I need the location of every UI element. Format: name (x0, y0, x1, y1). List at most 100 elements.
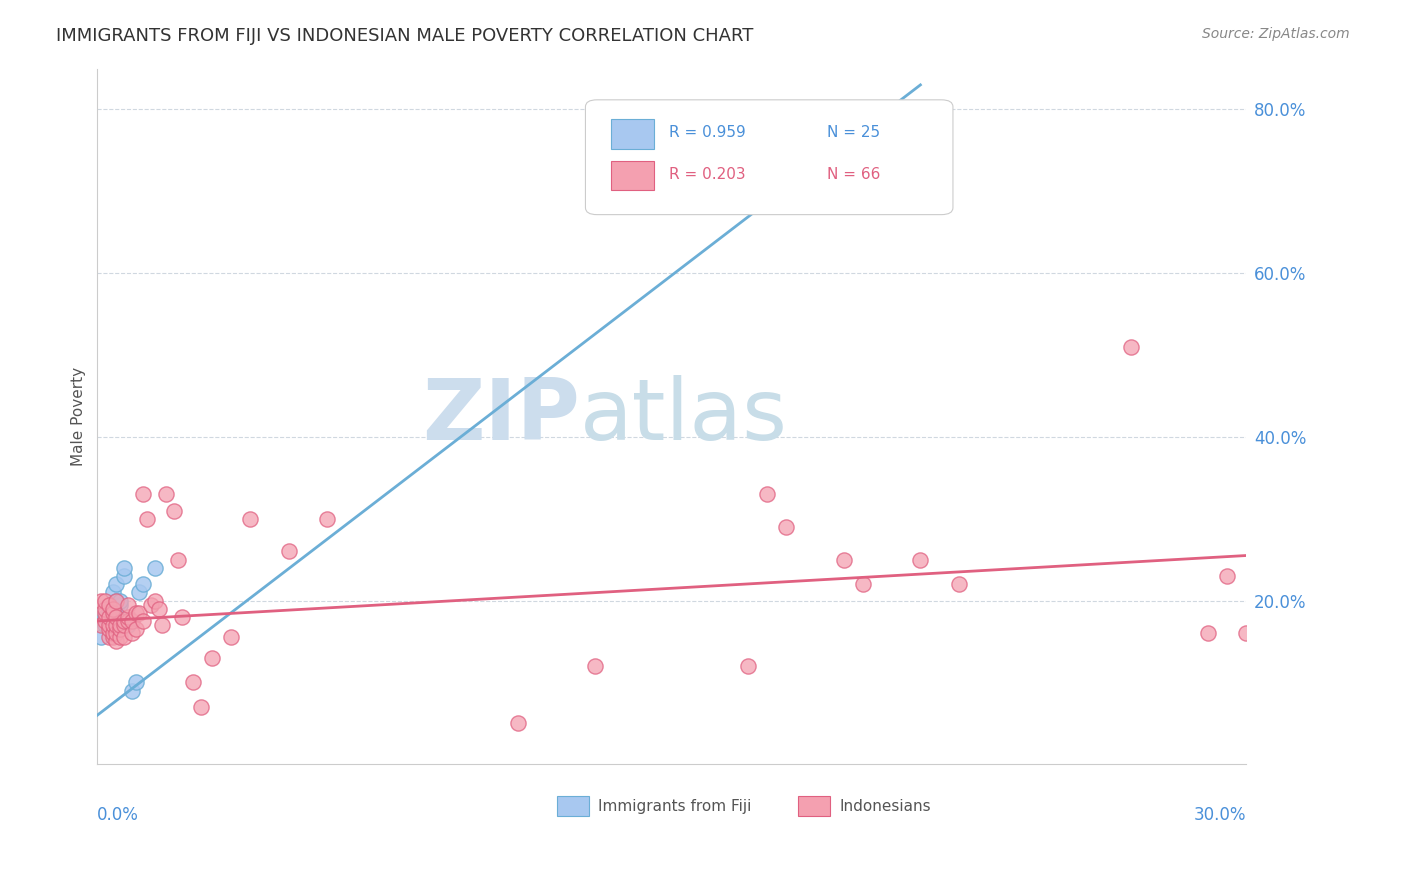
Point (112, 631, 135, 645)
Point (117, 618, 139, 632)
Point (201, 651, 224, 665)
Text: 30.0%: 30.0% (1194, 806, 1246, 824)
Text: N = 25: N = 25 (827, 125, 880, 140)
Text: Indonesians: Indonesians (839, 798, 931, 814)
Point (128, 606, 150, 620)
Point (1234, 626, 1257, 640)
Point (105, 601, 128, 615)
Point (132, 487, 155, 501)
Point (105, 634, 128, 648)
Point (110, 593, 132, 607)
Point (1119, 340, 1142, 354)
Text: R = 0.959: R = 0.959 (669, 125, 747, 140)
Point (112, 614, 135, 628)
Point (316, 512, 339, 526)
Y-axis label: Male Poverty: Male Poverty (72, 367, 86, 466)
Point (97, 622, 120, 636)
Point (101, 631, 124, 645)
Text: 0.0%: 0.0% (97, 806, 139, 824)
Point (1197, 626, 1219, 640)
Text: R = 0.203: R = 0.203 (669, 167, 747, 182)
Point (94, 618, 117, 632)
Point (124, 606, 146, 620)
Point (97, 631, 120, 645)
Point (117, 614, 139, 628)
Point (221, 631, 243, 645)
Point (97, 614, 120, 628)
Point (136, 512, 159, 526)
Point (143, 593, 166, 607)
Point (166, 552, 188, 566)
Point (90, 631, 112, 645)
FancyBboxPatch shape (585, 100, 953, 215)
Point (756, 487, 779, 501)
Point (170, 610, 193, 624)
Point (110, 598, 132, 612)
Point (132, 577, 155, 591)
Point (1215, 569, 1237, 583)
Point (910, 552, 932, 566)
Point (105, 626, 128, 640)
Point (94, 601, 117, 615)
Point (155, 487, 177, 501)
Point (94, 610, 117, 624)
Point (128, 585, 150, 599)
Point (105, 577, 128, 591)
Bar (557, 796, 589, 816)
Point (101, 618, 124, 632)
Point (94, 593, 117, 607)
Point (117, 598, 139, 612)
Point (163, 503, 186, 517)
Point (94, 614, 117, 628)
Point (97, 618, 120, 632)
Point (105, 610, 128, 624)
Point (90, 593, 112, 607)
Point (152, 618, 174, 632)
Point (112, 561, 135, 575)
Bar (610, 161, 654, 190)
Point (90, 618, 112, 632)
Point (139, 598, 162, 612)
Point (101, 601, 124, 615)
Point (277, 544, 299, 558)
Point (508, 716, 530, 731)
Point (117, 610, 139, 624)
Bar (610, 120, 654, 149)
Point (97, 601, 120, 615)
Point (124, 622, 146, 636)
Point (105, 618, 128, 632)
Point (124, 675, 146, 690)
Point (97, 606, 120, 620)
Point (101, 626, 124, 640)
Point (181, 675, 204, 690)
Point (101, 601, 124, 615)
Text: IMMIGRANTS FROM FIJI VS INDONESIAN MALE POVERTY CORRELATION CHART: IMMIGRANTS FROM FIJI VS INDONESIAN MALE … (56, 27, 754, 45)
Point (101, 626, 124, 640)
Point (110, 614, 132, 628)
Point (97, 598, 120, 612)
Point (852, 577, 875, 591)
Text: Immigrants from Fiji: Immigrants from Fiji (598, 798, 751, 814)
Point (110, 622, 132, 636)
Point (143, 561, 166, 575)
Point (101, 606, 124, 620)
Text: ZIP: ZIP (422, 375, 579, 458)
Point (190, 700, 212, 714)
Point (112, 569, 135, 583)
Point (110, 631, 132, 645)
Point (148, 601, 170, 615)
Point (132, 614, 155, 628)
Point (112, 618, 135, 632)
Text: N = 66: N = 66 (827, 167, 880, 182)
Point (105, 610, 128, 624)
Point (583, 659, 606, 673)
Point (94, 606, 117, 620)
Point (121, 683, 143, 698)
Text: atlas: atlas (579, 375, 787, 458)
Point (832, 552, 855, 566)
Text: Source: ZipAtlas.com: Source: ZipAtlas.com (1202, 27, 1350, 41)
Point (121, 614, 143, 628)
Point (105, 593, 128, 607)
Point (239, 512, 262, 526)
Bar (799, 796, 830, 816)
